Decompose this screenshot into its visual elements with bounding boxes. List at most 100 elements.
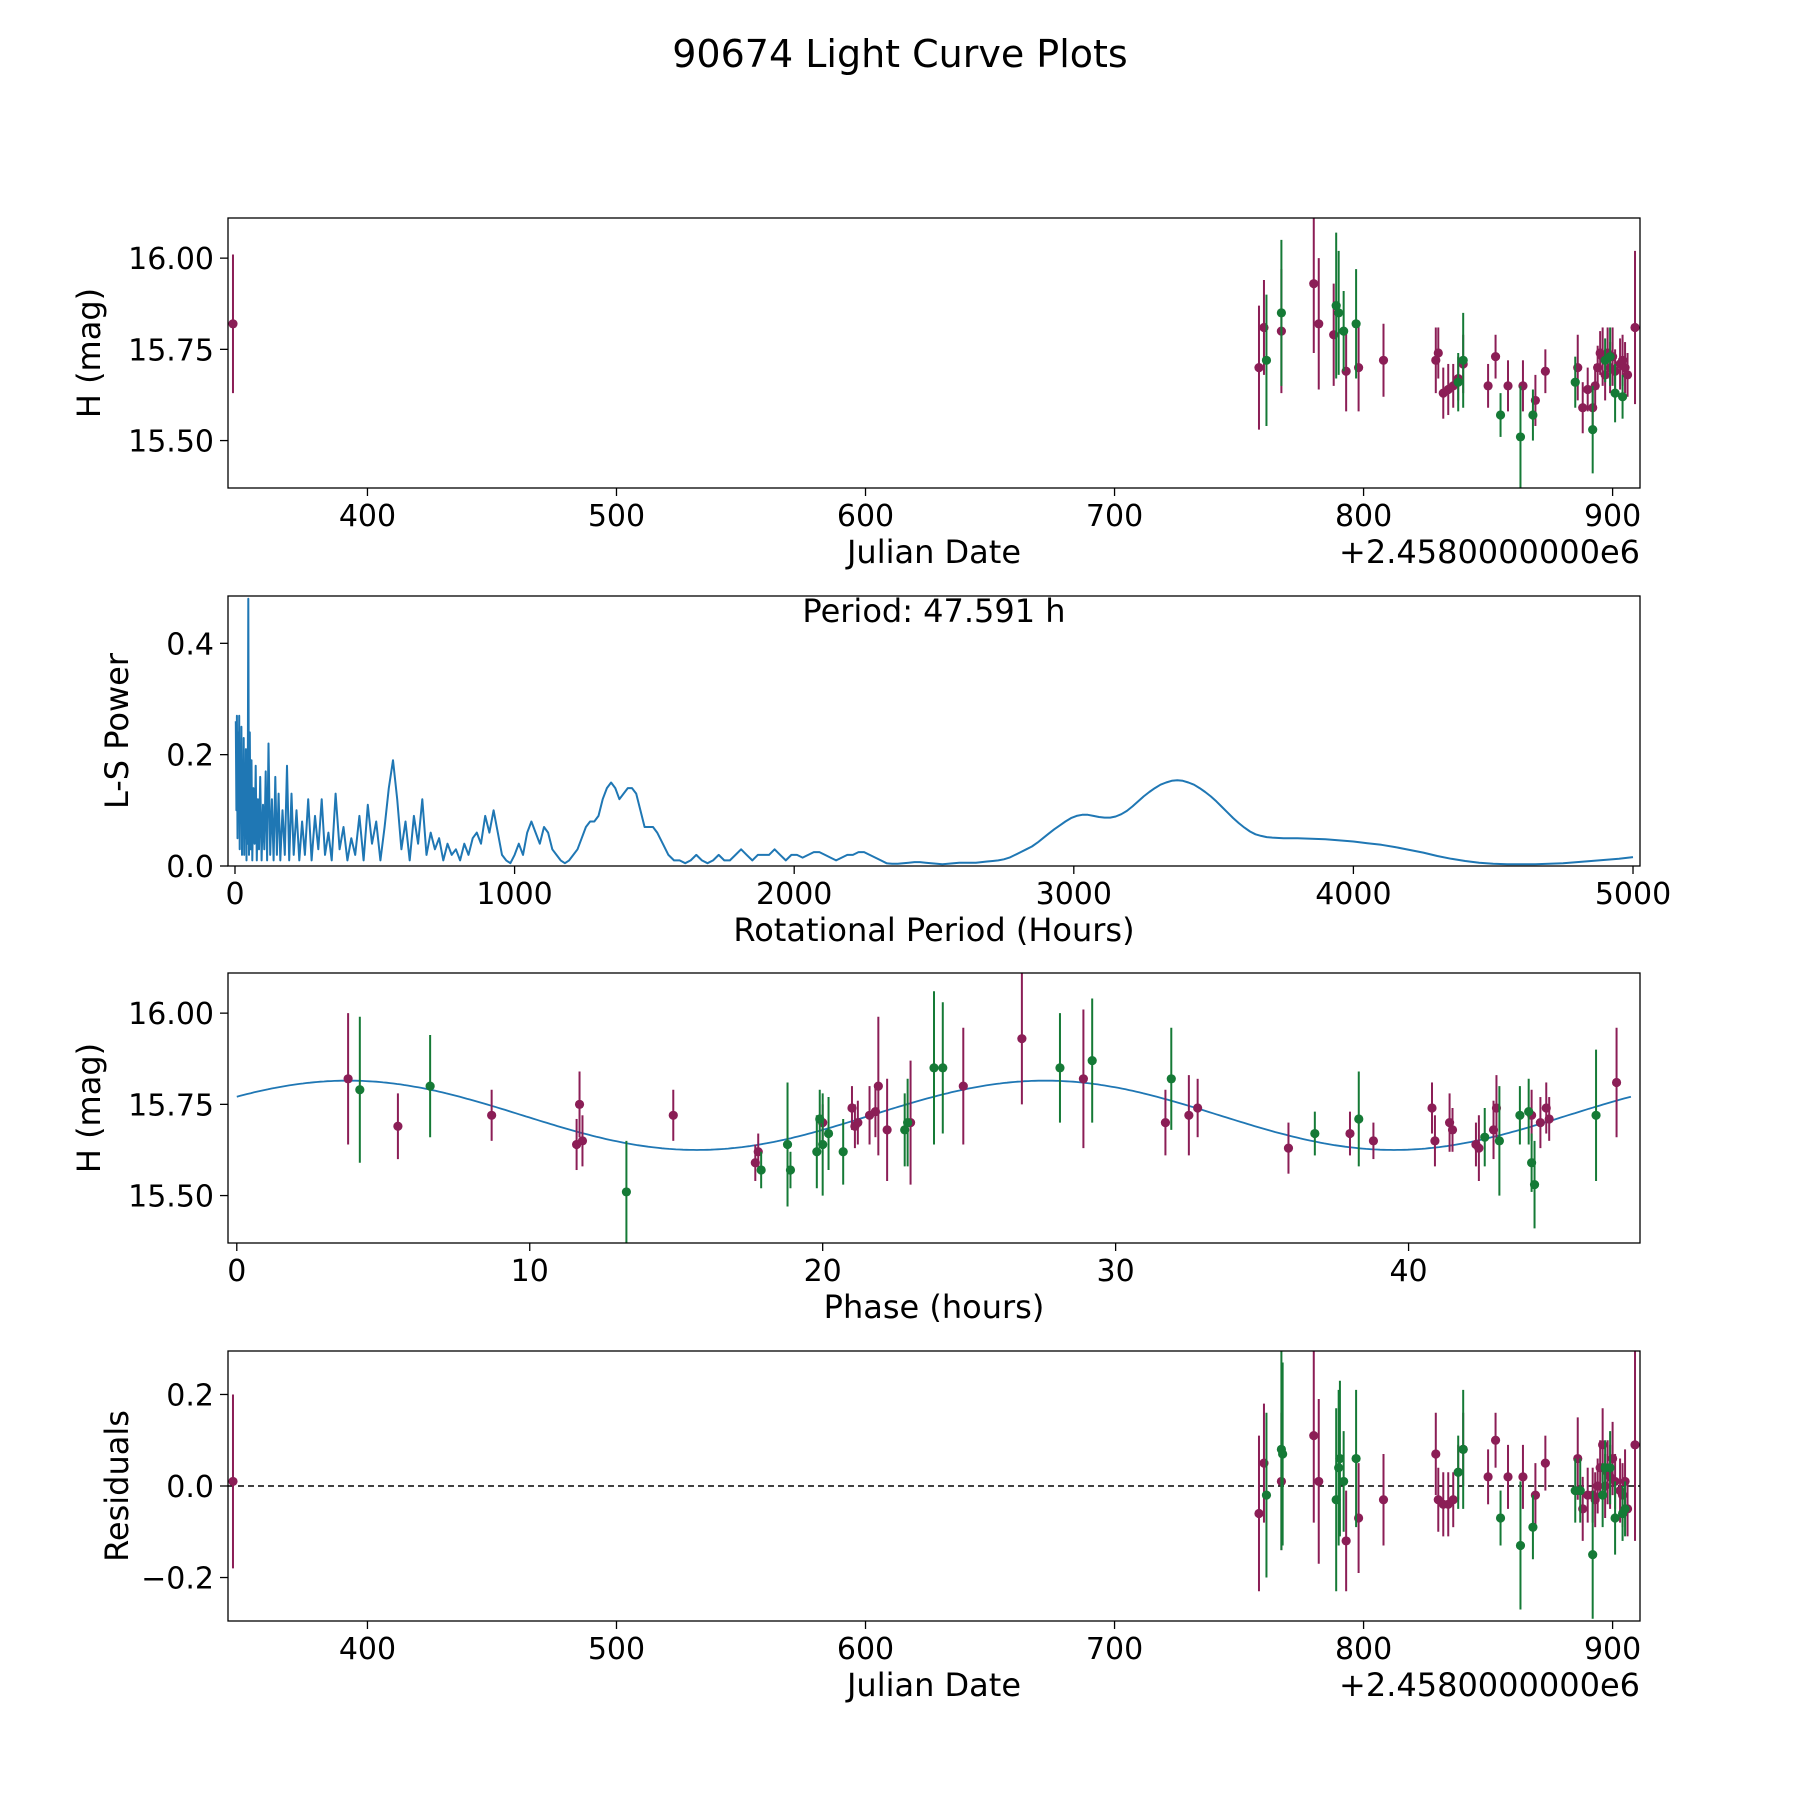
data-point: [1193, 1103, 1203, 1113]
data-point: [1448, 1495, 1458, 1505]
jd-plot-y-label: H (mag): [70, 288, 108, 418]
data-point: [1447, 1125, 1458, 1135]
data-point: [668, 1110, 678, 1120]
data-point: [1341, 1536, 1351, 1546]
data-point: [1570, 377, 1580, 387]
data-point: [355, 1085, 365, 1095]
data-point: [1261, 1490, 1272, 1500]
jd-plot-points: [228, 218, 1640, 488]
x-tick-label: 900: [1584, 499, 1641, 534]
x-tick-label: 700: [1086, 499, 1143, 534]
data-point: [1630, 322, 1640, 333]
data-point: [1495, 1513, 1506, 1523]
data-point: [1314, 319, 1324, 329]
data-point: [1575, 1485, 1585, 1496]
data-point: [1310, 1128, 1320, 1139]
data-point: [838, 1147, 848, 1157]
y-tick-label: 15.75: [128, 1088, 214, 1123]
x-tick-label: 0: [227, 1254, 246, 1289]
x-tick-label: 800: [1335, 499, 1392, 534]
phase-plot-points: [236, 973, 1632, 1243]
x-tick-label: 5000: [1595, 877, 1671, 912]
jd-plot-x-offset: +2.4580000000e6: [1339, 533, 1640, 571]
data-point: [1495, 410, 1506, 420]
data-point: [756, 1165, 766, 1175]
data-point: [487, 1110, 497, 1120]
data-point: [1431, 1449, 1441, 1459]
data-point: [1184, 1110, 1194, 1120]
data-point: [1254, 362, 1264, 373]
data-point: [1345, 1128, 1355, 1139]
data-point: [1254, 1508, 1264, 1519]
data-point: [1378, 1495, 1389, 1505]
data-point: [1591, 1110, 1601, 1120]
periodogram-y-ticks: 0.0 0.2 0.4: [166, 627, 228, 885]
data-point: [1453, 1467, 1463, 1477]
phase-plot-y-ticks: 15.50 15.75 16.00: [128, 997, 228, 1215]
x-tick-label: 600: [837, 1632, 894, 1667]
data-point: [1617, 392, 1628, 402]
data-point: [1544, 1114, 1554, 1124]
y-tick-label: 0.0: [166, 850, 214, 885]
data-point: [1483, 381, 1493, 391]
data-point: [1474, 1143, 1484, 1153]
data-point: [1528, 1522, 1538, 1532]
data-point: [1427, 1103, 1437, 1113]
data-point: [1309, 279, 1319, 289]
data-point: [1276, 308, 1286, 318]
data-point: [1583, 384, 1593, 395]
data-point: [1430, 1136, 1440, 1146]
jd-light-curve-panel: 400 500 600 700 800 900 15.50 15.75 16.00 Julia…: [70, 217, 1641, 571]
data-point: [818, 1139, 828, 1150]
data-point: [1480, 1132, 1490, 1142]
y-tick-label: 0.2: [166, 739, 214, 774]
data-point: [574, 1099, 585, 1109]
jd-plot-y-ticks: 15.50 15.75 16.00: [128, 242, 228, 460]
data-point: [1087, 1055, 1097, 1066]
periodogram-panel: 0 1000 2000 3000 4000 5000 0.0 0.2 0.4 Period: …: [98, 592, 1671, 949]
data-point: [577, 1136, 588, 1146]
residuals-y-label: Residuals: [98, 1410, 136, 1562]
jd-plot-x-label: Julian Date: [845, 533, 1021, 571]
data-point: [1351, 319, 1361, 329]
data-point: [1588, 1550, 1598, 1560]
data-point: [1610, 1513, 1620, 1523]
data-point: [1578, 403, 1588, 413]
x-tick-label: 20: [804, 1254, 842, 1289]
residuals-x-ticks: 400 500 600 700 800 900: [339, 1621, 1641, 1667]
x-tick-label: 1000: [476, 877, 552, 912]
data-point: [1529, 1180, 1540, 1190]
data-point: [1166, 1074, 1176, 1084]
x-tick-label: 40: [1389, 1254, 1427, 1289]
periodogram-x-ticks: 0 1000 2000 3000 4000 5000: [225, 866, 1671, 912]
data-point: [1017, 1034, 1027, 1044]
x-tick-label: 800: [1335, 1632, 1392, 1667]
data-point: [782, 1139, 793, 1150]
data-point: [1283, 1143, 1294, 1153]
data-point: [1524, 1107, 1534, 1117]
data-point: [1351, 1453, 1361, 1464]
periodogram-y-label: L-S Power: [98, 652, 136, 809]
x-tick-label: 30: [1097, 1254, 1135, 1289]
x-tick-label: 400: [339, 499, 396, 534]
data-point: [1518, 1472, 1528, 1482]
data-point: [882, 1125, 892, 1135]
data-point: [1278, 1449, 1288, 1459]
data-point: [1055, 1063, 1065, 1073]
residuals-points: [228, 1351, 1640, 1619]
phase-plot-y-label: H (mag): [70, 1043, 108, 1173]
y-tick-label: 16.00: [128, 997, 214, 1032]
data-point: [823, 1128, 834, 1139]
data-point: [393, 1121, 403, 1131]
x-tick-label: 2000: [756, 877, 832, 912]
data-point: [873, 1081, 883, 1091]
x-tick-label: 10: [511, 1254, 549, 1289]
figure-title: 90674 Light Curve Plots: [672, 32, 1127, 76]
data-point: [1314, 1476, 1324, 1487]
residuals-x-label: Julian Date: [845, 1666, 1021, 1704]
residuals-x-offset: +2.4580000000e6: [1339, 1666, 1640, 1704]
y-tick-label: −0.2: [141, 1562, 214, 1597]
x-tick-label: 400: [339, 1632, 396, 1667]
